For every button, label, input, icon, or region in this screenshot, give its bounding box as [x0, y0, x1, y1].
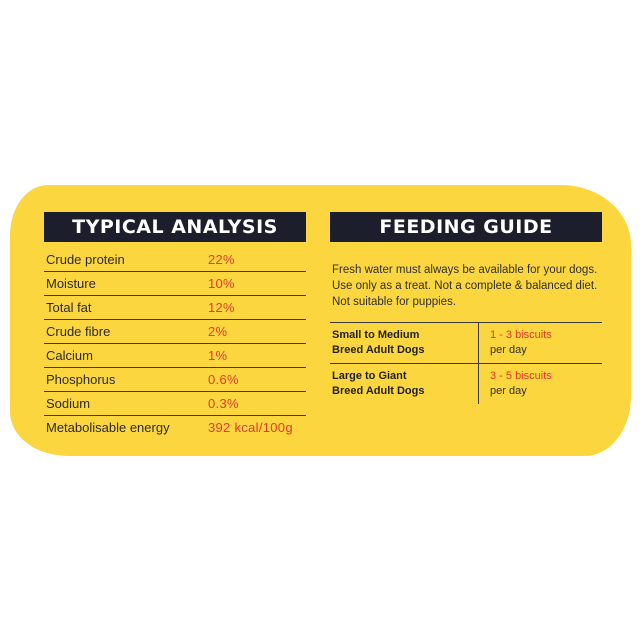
feeding-row: Small to Medium Breed Adult Dogs 1 - 3 b…: [330, 322, 602, 363]
analysis-table: Crude protein 22% Moisture 10% Total fat…: [44, 248, 306, 439]
typical-analysis-title: TYPICAL ANALYSIS: [44, 212, 306, 242]
analysis-label: Phosphorus: [46, 372, 116, 387]
analysis-value: 1%: [208, 348, 228, 363]
analysis-row: Phosphorus 0.6%: [44, 368, 306, 392]
analysis-value: 2%: [208, 324, 228, 339]
analysis-row: Sodium 0.3%: [44, 392, 306, 416]
dog-size-line: Large to Giant: [332, 370, 407, 382]
feeding-guide-section: FEEDING GUIDE Fresh water must always be…: [330, 212, 602, 404]
biscuit-count: 1 - 3 biscuits: [490, 329, 552, 341]
analysis-value: 10%: [208, 276, 235, 291]
typical-analysis-section: TYPICAL ANALYSIS Crude protein 22% Moist…: [44, 212, 306, 439]
analysis-row: Crude fibre 2%: [44, 320, 306, 344]
feeding-amount: 1 - 3 biscuits per day: [490, 328, 552, 358]
feeding-intro-text: Fresh water must always be available for…: [332, 264, 598, 308]
analysis-row: Crude protein 22%: [44, 248, 306, 272]
analysis-label: Calcium: [46, 348, 93, 363]
dog-size: Large to Giant Breed Adult Dogs: [332, 369, 472, 399]
analysis-label: Total fat: [46, 300, 92, 315]
analysis-row: Calcium 1%: [44, 344, 306, 368]
frequency: per day: [490, 344, 527, 356]
analysis-label: Metabolisable energy: [46, 420, 170, 435]
analysis-value: 392 kcal/100g: [208, 420, 293, 435]
analysis-label: Sodium: [46, 396, 91, 411]
dog-size-line: Breed Adult Dogs: [332, 385, 425, 397]
frequency: per day: [490, 385, 527, 397]
analysis-value: 0.6%: [208, 372, 239, 387]
analysis-value: 12%: [208, 300, 235, 315]
analysis-label: Crude fibre: [46, 324, 111, 339]
feeding-amount: 3 - 5 biscuits per day: [490, 369, 552, 399]
feeding-row: Large to Giant Breed Adult Dogs 3 - 5 bi…: [330, 363, 602, 404]
analysis-value: 22%: [208, 252, 235, 267]
feeding-table: Small to Medium Breed Adult Dogs 1 - 3 b…: [330, 322, 602, 404]
dog-size: Small to Medium Breed Adult Dogs: [332, 328, 472, 358]
dog-size-line: Small to Medium: [332, 329, 420, 341]
analysis-value: 0.3%: [208, 396, 239, 411]
feeding-guide-title: FEEDING GUIDE: [330, 212, 602, 242]
analysis-label: Moisture: [46, 276, 96, 291]
analysis-row: Total fat 12%: [44, 296, 306, 320]
dog-size-line: Breed Adult Dogs: [332, 344, 425, 356]
biscuit-count: 3 - 5 biscuits: [490, 370, 552, 382]
analysis-label: Crude protein: [46, 252, 125, 267]
analysis-row: Metabolisable energy 392 kcal/100g: [44, 416, 306, 439]
analysis-row: Moisture 10%: [44, 272, 306, 296]
